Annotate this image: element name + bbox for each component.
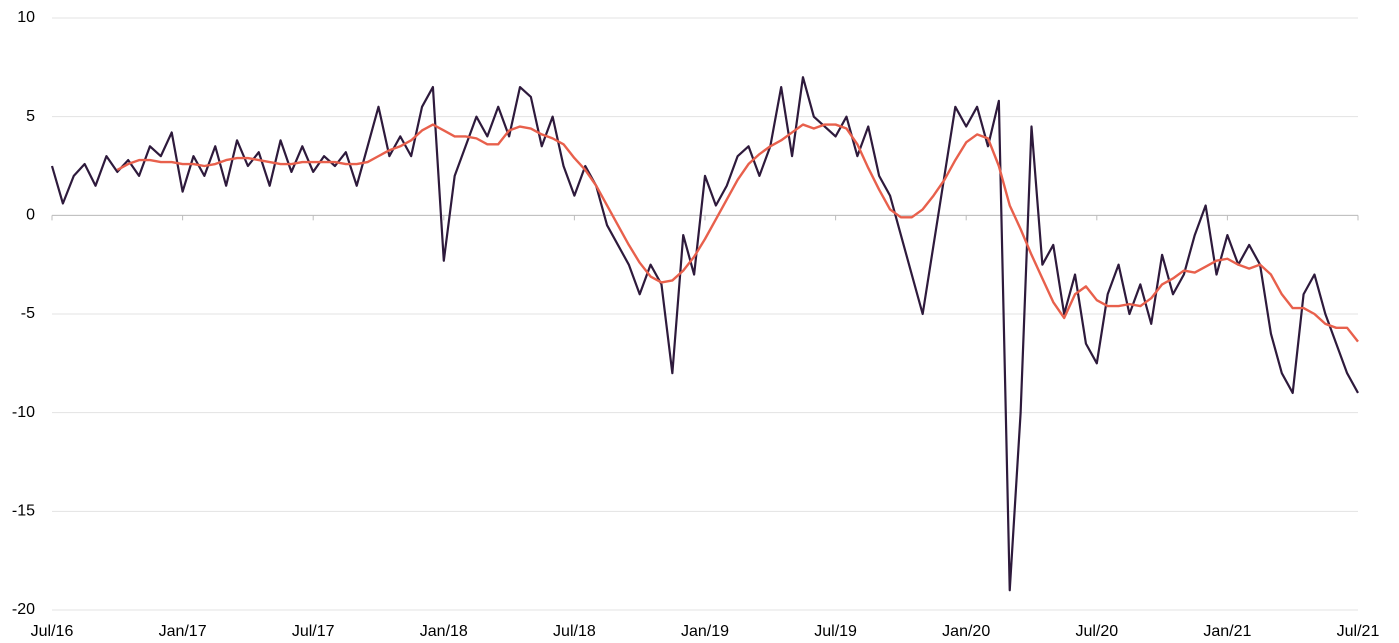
x-tick-label: Jan/17	[159, 623, 207, 640]
x-tick-label: Jan/18	[420, 623, 468, 640]
x-tick-label: Jan/20	[942, 623, 990, 640]
y-tick-label: -10	[12, 404, 35, 421]
y-tick-label: 10	[17, 9, 35, 26]
y-tick-label: -5	[21, 305, 35, 322]
x-tick-label: Jul/19	[814, 623, 857, 640]
x-tick-label: Jan/19	[681, 623, 729, 640]
series-line	[50, 76, 1359, 592]
y-tick-label: -15	[12, 503, 35, 520]
y-tick-label: 5	[26, 108, 35, 125]
x-tick-label: Jul/17	[292, 623, 335, 640]
x-tick-label: Jul/18	[553, 623, 596, 640]
x-tick-label: Jul/21	[1337, 623, 1380, 640]
x-tick-label: Jul/16	[31, 623, 74, 640]
series-line	[116, 123, 1359, 343]
y-tick-label: 0	[26, 207, 35, 224]
x-tick-label: Jul/20	[1075, 623, 1118, 640]
x-tick-label: Jan/21	[1203, 623, 1251, 640]
y-tick-label: -20	[12, 601, 35, 618]
